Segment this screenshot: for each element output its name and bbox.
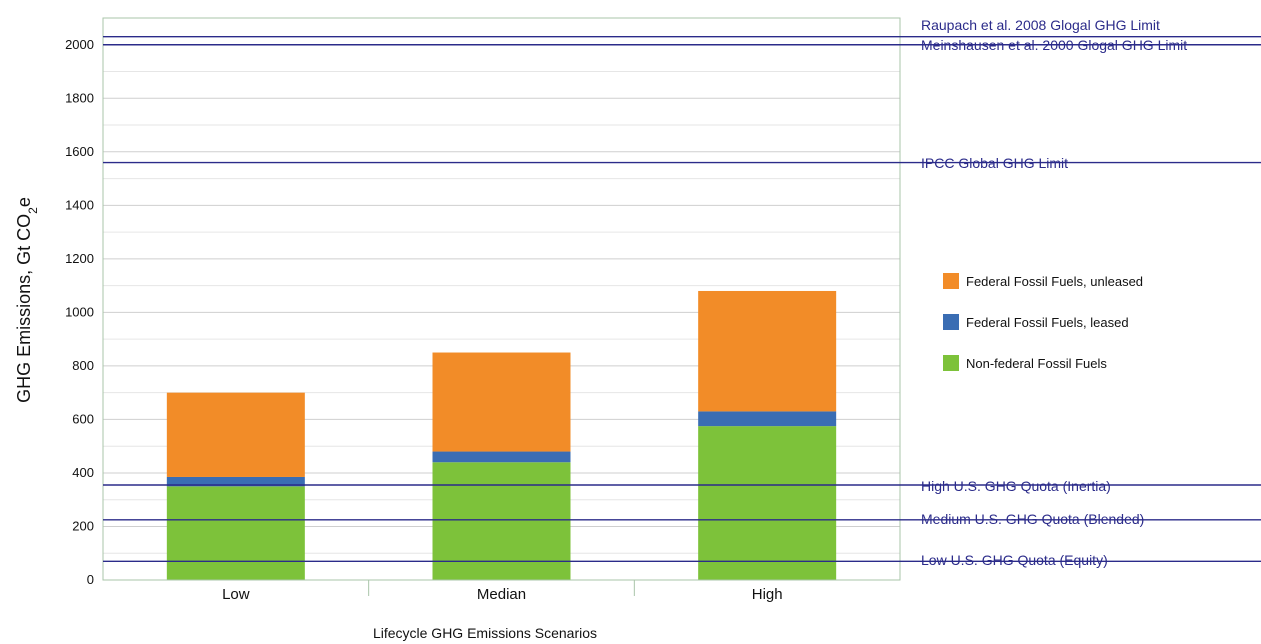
legend-label: Federal Fossil Fuels, leased — [966, 315, 1129, 330]
reference-line-label: IPCC Global GHG Limit — [921, 155, 1068, 171]
y-tick-label: 1600 — [65, 144, 94, 159]
reference-line-label: Low U.S. GHG Quota (Equity) — [921, 552, 1108, 568]
plot-frame — [102, 17, 901, 581]
bars — [166, 290, 837, 580]
y-tick-label: 1400 — [65, 197, 94, 212]
x-tick-label: Median — [477, 586, 526, 603]
x-tick-label: High — [752, 586, 783, 603]
reference-line-label: Raupach et al. 2008 Glogal GHG Limit — [921, 17, 1160, 33]
legend: Federal Fossil Fuels, unleased Federal Fo… — [943, 273, 1143, 371]
bar-segment — [166, 392, 305, 477]
y-tick-label: 1000 — [65, 304, 94, 319]
legend-label: Non-federal Fossil Fuels — [966, 356, 1107, 371]
bar-segment — [166, 486, 305, 580]
axes: 0 200 400 600 800 1000 1200 1400 1600 1800 2000 Low… — [65, 17, 901, 603]
legend-swatch — [943, 314, 959, 330]
reference-lines: Raupach et al. 2008 Glogal GHG Limit Mein… — [103, 17, 1261, 568]
legend-swatch — [943, 355, 959, 371]
bar-segment — [698, 426, 837, 580]
y-tick-label: 1800 — [65, 90, 94, 105]
x-axis-title: Lifecycle GHG Emissions Scenarios — [373, 625, 597, 641]
y-tick-label: 200 — [72, 518, 94, 533]
legend-label: Federal Fossil Fuels, unleased — [966, 274, 1143, 289]
bar-segment — [698, 290, 837, 412]
x-tick-label: Low — [222, 586, 250, 603]
reference-line-label: High U.S. GHG Quota (Inertia) — [921, 478, 1111, 494]
reference-line-label: Medium U.S. GHG Quota (Blended) — [921, 511, 1144, 527]
y-tick-label: 600 — [72, 411, 94, 426]
bar-segment — [432, 451, 571, 463]
y-axis-title: GHG Emissions, Gt CO2e — [14, 197, 40, 403]
bar-segment — [432, 462, 571, 580]
reference-line-label: Meinshausen et al. 2000 Glogal GHG Limit — [921, 37, 1187, 53]
y-tick-label: 800 — [72, 358, 94, 373]
y-tick-label: 2000 — [65, 37, 94, 52]
y-tick-label: 400 — [72, 465, 94, 480]
bar-segment — [698, 411, 837, 427]
legend-swatch — [943, 273, 959, 289]
bar-segment — [432, 352, 571, 452]
y-tick-label: 0 — [87, 572, 94, 587]
y-tick-label: 1200 — [65, 251, 94, 266]
bar-segment — [166, 476, 305, 487]
